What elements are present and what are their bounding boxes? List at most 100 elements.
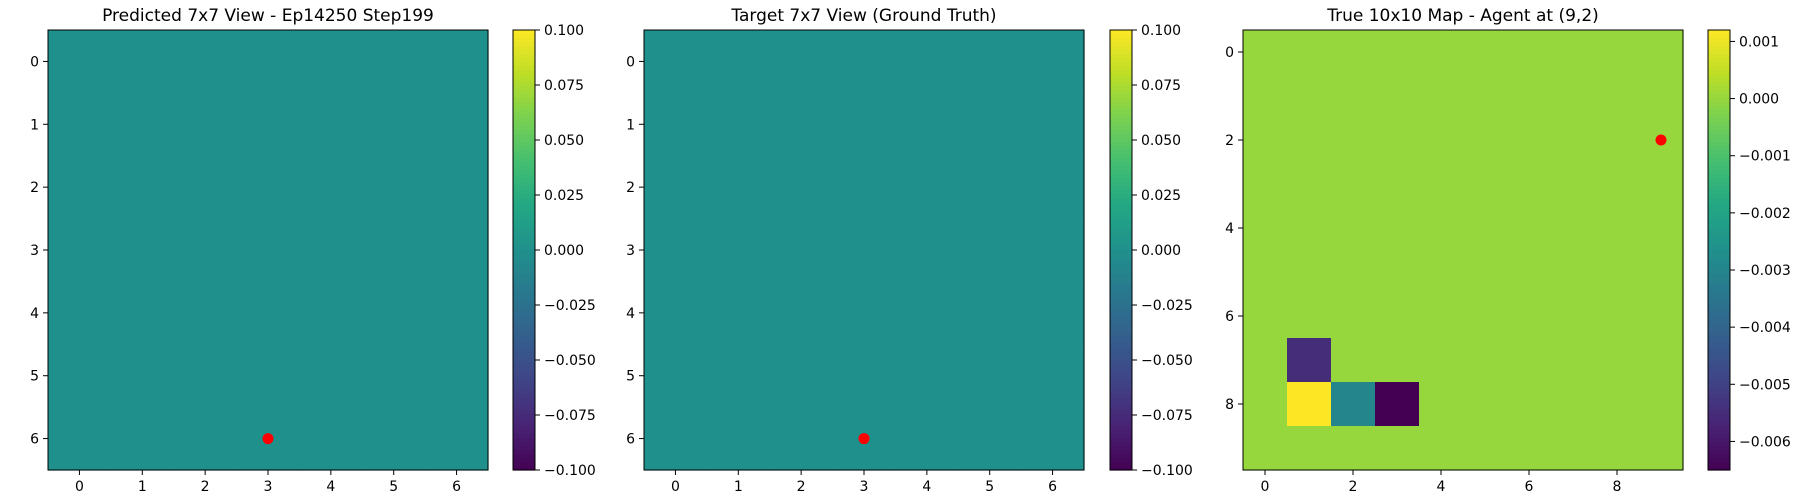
colorbar-segment: [1110, 366, 1132, 371]
colorbar-segment: [1708, 86, 1730, 91]
colorbar-segment: [1110, 450, 1132, 455]
colorbar-segment: [513, 78, 535, 83]
colorbar-segment: [1708, 378, 1730, 383]
heatmap-cell: [110, 281, 175, 345]
colorbar-segment: [513, 182, 535, 187]
colorbar-segment: [513, 250, 535, 255]
heatmap-cell: [769, 281, 834, 345]
heatmap-cell: [895, 155, 959, 220]
colorbar-segment: [513, 238, 535, 243]
heatmap-cell: [362, 155, 426, 220]
colorbar-segment: [1110, 386, 1132, 391]
colorbar-segment: [1708, 74, 1730, 79]
colorbar-segment: [1110, 274, 1132, 279]
heatmap-cell: [48, 218, 112, 283]
colorbar-segment: [513, 234, 535, 239]
heatmap-cell: [706, 344, 771, 408]
colorbar-segment: [1110, 218, 1132, 223]
colorbar-segment: [1708, 314, 1730, 319]
heatmap-cell: [1375, 162, 1420, 207]
colorbar-segment: [1110, 330, 1132, 335]
colorbar-segment: [1110, 402, 1132, 407]
colorbar-segment: [1110, 126, 1132, 131]
colorbar-segment: [513, 62, 535, 67]
colorbar-segment: [1708, 218, 1730, 223]
heatmap-cell: [832, 281, 897, 345]
x-tick-label: 1: [138, 479, 147, 495]
colorbar-segment: [1110, 198, 1132, 203]
colorbar-tick-label: −0.002: [1739, 206, 1791, 222]
colorbar-segment: [513, 466, 535, 471]
colorbar-segment: [1110, 370, 1132, 375]
colorbar-segment: [1110, 86, 1132, 91]
colorbar-segment: [1110, 210, 1132, 215]
colorbar-segment: [1708, 186, 1730, 191]
heatmap-cell: [110, 155, 175, 220]
heatmap-cell: [1595, 338, 1640, 383]
heatmap-cell: [1243, 74, 1288, 119]
colorbar-segment: [1708, 162, 1730, 167]
colorbar-segment: [1708, 434, 1730, 439]
colorbar-segment: [1708, 374, 1730, 379]
colorbar-segment: [1708, 338, 1730, 343]
colorbar-segment: [513, 378, 535, 383]
colorbar-segment: [1708, 178, 1730, 183]
colorbar-segment: [1708, 190, 1730, 195]
x-tick-label: 4: [922, 479, 931, 495]
colorbar-segment: [513, 358, 535, 363]
heatmap-cell: [1287, 250, 1332, 295]
colorbar-segment: [513, 230, 535, 235]
colorbar-segment: [1708, 310, 1730, 315]
heatmap-cell: [1463, 30, 1508, 75]
colorbar-segment: [1708, 342, 1730, 347]
heatmap-cell: [173, 92, 238, 157]
heatmap-cell: [1287, 74, 1332, 119]
colorbar-segment: [1110, 362, 1132, 367]
x-tick-label: 1: [734, 479, 743, 495]
heatmap-cell: [1507, 426, 1552, 471]
colorbar-segment: [513, 374, 535, 379]
y-tick-label: 1: [626, 117, 635, 133]
heatmap-cell: [1375, 426, 1420, 471]
heatmap-cell: [1639, 74, 1684, 119]
heatmap-cell: [769, 407, 834, 471]
colorbar-segment: [1110, 258, 1132, 263]
colorbar-segment: [1110, 454, 1132, 459]
colorbar-segment: [513, 274, 535, 279]
colorbar-segment: [1708, 98, 1730, 103]
heatmap-cell: [1551, 294, 1596, 339]
colorbar-segment: [1110, 338, 1132, 343]
heatmap-cell: [425, 344, 489, 408]
colorbar-segment: [513, 218, 535, 223]
colorbar-segment: [513, 178, 535, 183]
heatmap-cell: [236, 30, 301, 94]
colorbar-segment: [1110, 98, 1132, 103]
agent-marker: [1655, 134, 1667, 146]
colorbar-segment: [513, 210, 535, 215]
colorbar-segment: [1708, 210, 1730, 215]
heatmap-cell: [1021, 344, 1085, 408]
heatmap-cell: [1287, 294, 1332, 339]
colorbar-segment: [1110, 422, 1132, 427]
colorbar-segment: [1110, 206, 1132, 211]
colorbar-segment: [1110, 230, 1132, 235]
x-tick-label: 6: [452, 479, 461, 495]
heatmap-cell: [1287, 162, 1332, 207]
colorbar-segment: [513, 158, 535, 163]
colorbar-segment: [1708, 130, 1730, 135]
x-tick-label: 2: [797, 479, 806, 495]
colorbar-segment: [513, 450, 535, 455]
colorbar-segment: [1110, 318, 1132, 323]
colorbar-segment: [1708, 370, 1730, 375]
colorbar-segment: [1110, 238, 1132, 243]
heatmap-cell: [1595, 250, 1640, 295]
heatmap-cell: [644, 92, 708, 157]
colorbar-segment: [513, 114, 535, 119]
colorbar-segment: [1708, 158, 1730, 163]
colorbar-segment: [1110, 94, 1132, 99]
colorbar-segment: [1708, 46, 1730, 51]
heatmap-cell: [1507, 250, 1552, 295]
colorbar-segment: [1708, 298, 1730, 303]
heatmap-cell: [832, 30, 897, 94]
